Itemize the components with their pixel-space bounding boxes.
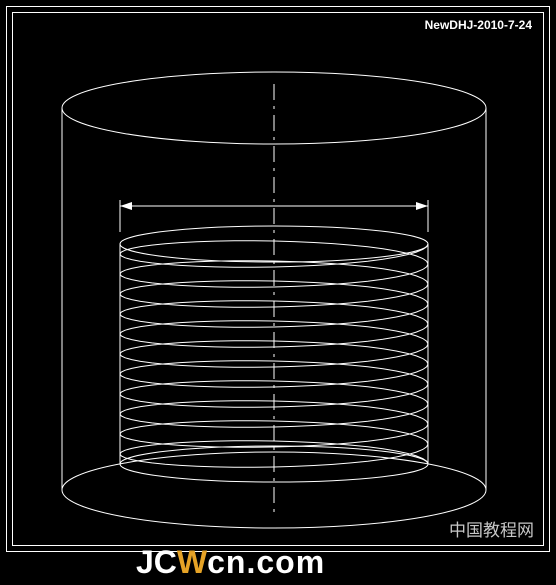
watermark-chinese: 中国教程网: [449, 516, 534, 541]
wm-suffix: cn.com: [207, 544, 325, 580]
wm-prefix: JC: [136, 544, 177, 580]
watermark-english: JCWcn.com: [136, 544, 325, 581]
canvas-root: NewDHJ-2010-7-24 中国教程网 JCWcn.com: [0, 0, 556, 585]
wm-accent: W: [177, 544, 207, 580]
cad-svg: [12, 12, 544, 546]
cad-drawing: [12, 12, 544, 546]
